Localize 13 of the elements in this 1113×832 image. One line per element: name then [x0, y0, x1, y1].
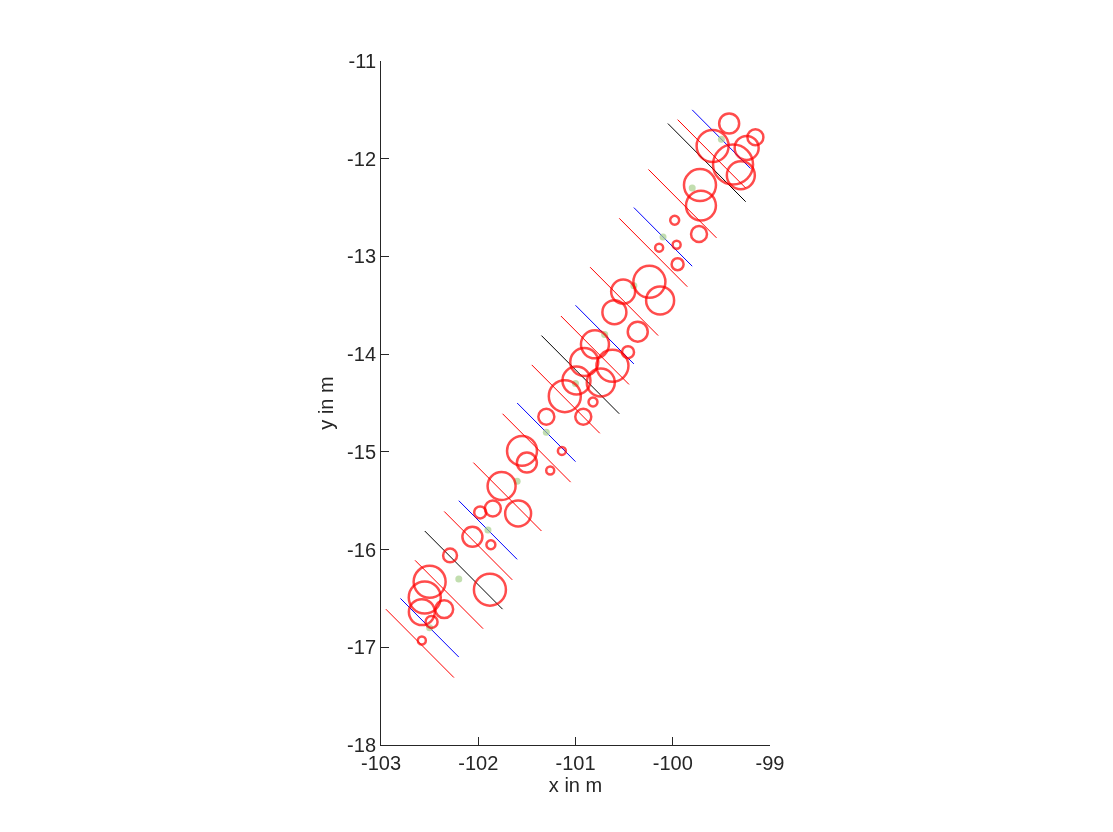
- y-axis-title: y in m: [314, 376, 337, 430]
- x-tick-label: -102: [458, 752, 499, 774]
- y-tick-label: -13: [347, 245, 376, 268]
- x-tick-label: -99: [755, 752, 785, 774]
- x-axis-title: x in m: [548, 774, 603, 796]
- y-tick-label: -14: [347, 343, 376, 366]
- y-tick-label: -15: [347, 440, 376, 463]
- y-tick-label: -16: [347, 538, 376, 561]
- y-tick-label: -12: [347, 147, 376, 170]
- y-tick-label: -17: [347, 636, 376, 659]
- y-tick-label: -11: [348, 50, 376, 72]
- x-tick-label: -100: [652, 752, 693, 774]
- x-tick-label: -101: [555, 752, 596, 774]
